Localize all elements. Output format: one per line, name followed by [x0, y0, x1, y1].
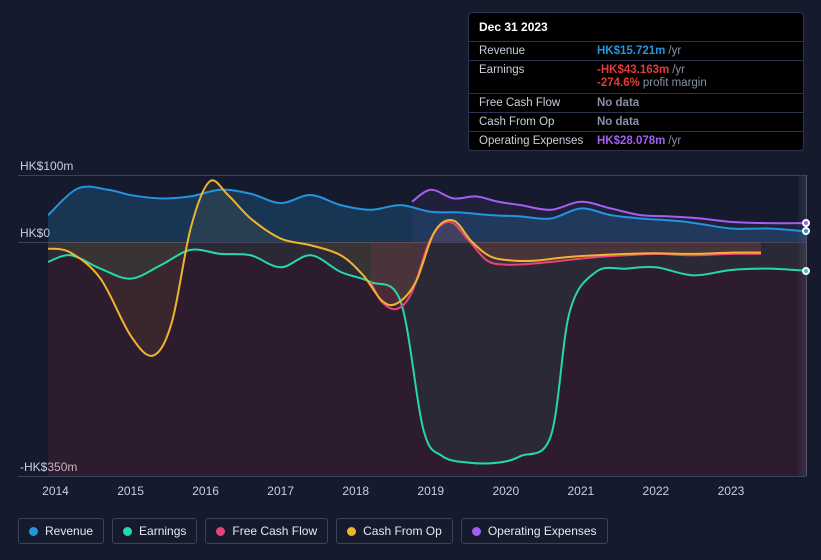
legend-item-revenue[interactable]: Revenue — [18, 518, 104, 544]
tooltip-subrow: -274.6% profit margin — [469, 77, 803, 94]
legend-item-free-cash-flow[interactable]: Free Cash Flow — [205, 518, 328, 544]
legend-dot-icon — [347, 527, 356, 536]
x-tick-label: 2022 — [643, 484, 670, 498]
legend-dot-icon — [29, 527, 38, 536]
x-tick-label: 2020 — [492, 484, 519, 498]
hover-marker — [802, 219, 810, 227]
tooltip-row: Operating ExpensesHK$28.078m /yr — [469, 132, 803, 150]
x-tick-label: 2021 — [567, 484, 594, 498]
hover-marker — [802, 227, 810, 235]
legend-item-operating-expenses[interactable]: Operating Expenses — [461, 518, 608, 544]
tooltip-label: Revenue — [479, 45, 597, 57]
x-tick-label: 2018 — [342, 484, 369, 498]
legend-label: Operating Expenses — [488, 524, 597, 538]
legend-label: Earnings — [139, 524, 186, 538]
tooltip-row: Cash From OpNo data — [469, 113, 803, 132]
tooltip-row: RevenueHK$15.721m /yr — [469, 42, 803, 61]
legend-label: Cash From Op — [363, 524, 442, 538]
x-tick-label: 2019 — [417, 484, 444, 498]
legend-label: Revenue — [45, 524, 93, 538]
tooltip-label: Earnings — [479, 64, 597, 76]
tooltip-value: -HK$43.163m — [597, 64, 669, 76]
tooltip-unit: /yr — [668, 45, 681, 57]
legend-dot-icon — [123, 527, 132, 536]
tooltip-subunit: profit margin — [643, 77, 707, 89]
legend-item-earnings[interactable]: Earnings — [112, 518, 197, 544]
tooltip-panel: Dec 31 2023 RevenueHK$15.721m /yrEarning… — [468, 12, 804, 151]
tooltip-row: Free Cash FlowNo data — [469, 94, 803, 113]
legend-dot-icon — [216, 527, 225, 536]
tooltip-date: Dec 31 2023 — [469, 13, 803, 42]
x-tick-label: 2015 — [117, 484, 144, 498]
tooltip-label: Operating Expenses — [479, 135, 597, 147]
tooltip-unit: /yr — [672, 64, 685, 76]
x-tick-label: 2023 — [718, 484, 745, 498]
tooltip-subvalue: -274.6% — [597, 77, 640, 89]
legend-item-cash-from-op[interactable]: Cash From Op — [336, 518, 453, 544]
legend: Revenue Earnings Free Cash Flow Cash From O… — [18, 518, 608, 544]
tooltip-value: HK$15.721m — [597, 45, 665, 57]
x-tick-label: 2016 — [192, 484, 219, 498]
legend-dot-icon — [472, 527, 481, 536]
tooltip-value: No data — [597, 116, 639, 128]
x-tick-label: 2014 — [42, 484, 69, 498]
hover-marker — [802, 267, 810, 275]
financial-chart: Dec 31 2023 RevenueHK$15.721m /yrEarning… — [0, 0, 821, 560]
tooltip-label: Cash From Op — [479, 116, 597, 128]
tooltip-unit: /yr — [668, 135, 681, 147]
tooltip-label: Free Cash Flow — [479, 97, 597, 109]
tooltip-row: Earnings-HK$43.163m /yr — [469, 61, 803, 77]
tooltip-value: HK$28.078m — [597, 135, 665, 147]
legend-label: Free Cash Flow — [232, 524, 317, 538]
x-tick-label: 2017 — [267, 484, 294, 498]
tooltip-value: No data — [597, 97, 639, 109]
